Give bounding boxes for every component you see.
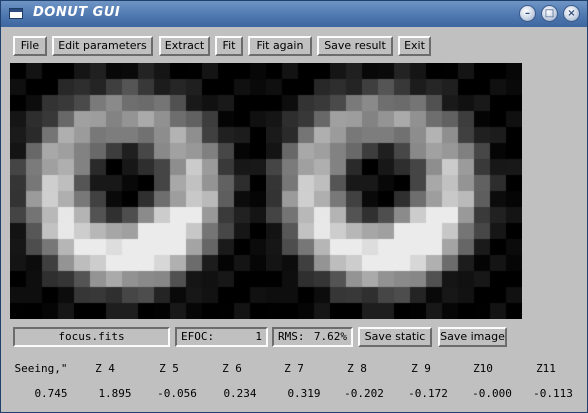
extract-button[interactable]: Extract: [159, 36, 210, 56]
minimize-button[interactable]: –: [519, 5, 536, 22]
save-static-button[interactable]: Save static: [358, 327, 432, 347]
maximize-button[interactable]: □: [541, 5, 558, 22]
donut-image-panel[interactable]: [10, 63, 522, 319]
value-z8: -0.202: [344, 387, 384, 400]
header-seeing: Seeing,": [14, 362, 68, 375]
efoc-value: 1: [255, 330, 262, 343]
header-z9: Z 9: [411, 362, 431, 375]
rms-label: RMS:: [278, 330, 305, 343]
window-title: DONUT GUI: [33, 5, 121, 20]
title-bar[interactable]: DONUT GUI – □ ×: [1, 1, 587, 27]
exit-button[interactable]: Exit: [398, 36, 431, 56]
value-seeing: 0.745: [34, 387, 68, 400]
rms-field: RMS: 7.62%: [272, 327, 353, 347]
value-z10: -0.000: [472, 387, 512, 400]
header-z7: Z 7: [284, 362, 304, 375]
close-button[interactable]: ×: [563, 5, 580, 22]
rms-value: 7.62%: [313, 330, 347, 343]
header-z10: Z10: [473, 362, 493, 375]
save-image-button[interactable]: Save image: [438, 327, 507, 347]
value-z7: 0.319: [287, 387, 321, 400]
header-z8: Z 8: [347, 362, 367, 375]
efoc-label: EFOC:: [181, 330, 215, 343]
filename-field: focus.fits: [13, 327, 170, 347]
fit-again-button[interactable]: Fit again: [248, 36, 312, 56]
header-z4: Z 4: [95, 362, 115, 375]
save-result-button[interactable]: Save result: [317, 36, 393, 56]
value-z6: 0.234: [223, 387, 257, 400]
fit-button[interactable]: Fit: [215, 36, 243, 56]
value-z5: -0.056: [157, 387, 197, 400]
header-z5: Z 5: [159, 362, 179, 375]
edit-parameters-button[interactable]: Edit parameters: [52, 36, 153, 56]
file-button[interactable]: File: [13, 36, 47, 56]
value-z4: 1.895: [98, 387, 132, 400]
header-z11: Z11: [536, 362, 556, 375]
value-z11: -0.113: [533, 387, 573, 400]
value-z9: -0.172: [408, 387, 448, 400]
efoc-field[interactable]: EFOC: 1: [175, 327, 268, 347]
window-icon[interactable]: [9, 8, 23, 19]
model-donut-image: [266, 63, 522, 319]
observed-donut-image: [10, 63, 266, 319]
header-z6: Z 6: [222, 362, 242, 375]
